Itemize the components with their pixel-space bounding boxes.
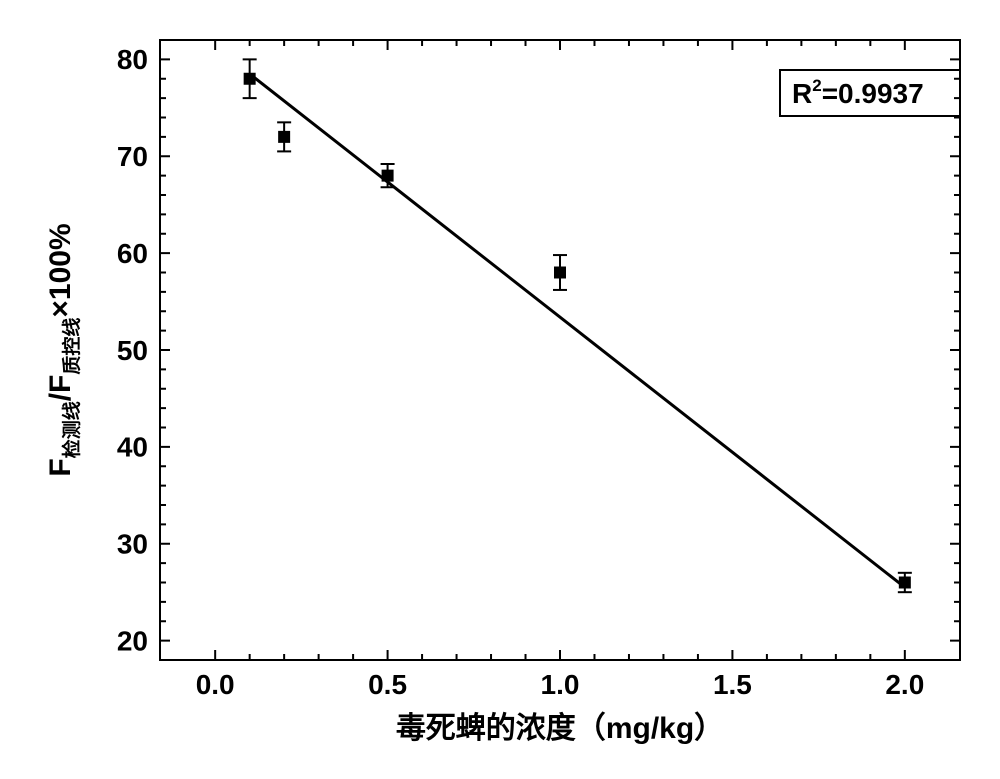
x-tick-label: 0.0 xyxy=(196,669,235,700)
y-tick-label: 70 xyxy=(117,141,148,172)
x-tick-label: 0.5 xyxy=(368,669,407,700)
data-point xyxy=(244,73,256,85)
fit-line xyxy=(250,74,905,587)
data-point xyxy=(899,577,911,589)
y-tick-label: 80 xyxy=(117,44,148,75)
y-axis-label: F检测线/F质控线×100% xyxy=(44,223,83,476)
y-tick-label: 20 xyxy=(117,625,148,656)
r-squared-text: R2=0.9937 xyxy=(792,76,924,109)
data-point xyxy=(554,267,566,279)
x-tick-label: 1.5 xyxy=(713,669,752,700)
chart-svg: 0.0 0.5 1.0 1.5 2.0 20 30 40 50 60 70 80 毒死蜱的浓度（mg/k… xyxy=(0,0,1000,779)
data-point xyxy=(382,170,394,182)
y-tick-label: 30 xyxy=(117,529,148,560)
x-tick-label: 2.0 xyxy=(885,669,924,700)
chart-container: 0.0 0.5 1.0 1.5 2.0 20 30 40 50 60 70 80 毒死蜱的浓度（mg/k… xyxy=(0,0,1000,779)
x-axis-label: 毒死蜱的浓度（mg/kg） xyxy=(396,711,724,745)
y-tick-label: 60 xyxy=(117,238,148,269)
x-tick-label: 1.0 xyxy=(541,669,580,700)
y-tick-label: 50 xyxy=(117,335,148,366)
y-tick-label: 40 xyxy=(117,432,148,463)
data-point xyxy=(278,131,290,143)
